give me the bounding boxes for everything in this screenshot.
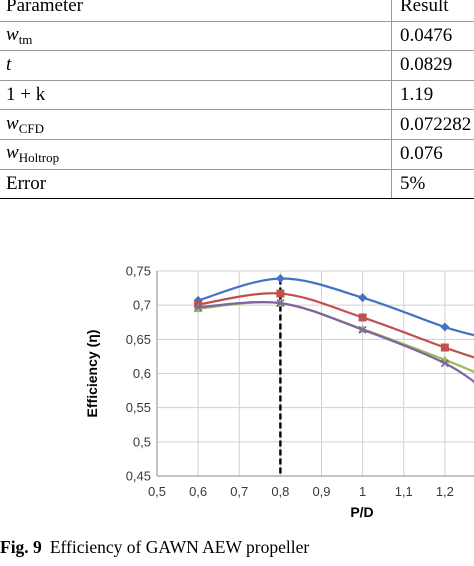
- parameter-table: Parameter Result wtm 0.0476 t 0.0829 1 + k 1.…: [0, 0, 474, 200]
- parameter-symbol: Error: [6, 172, 47, 194]
- data-point-diamond: [440, 322, 450, 332]
- parameter-subscript: Holtrop: [18, 150, 60, 166]
- parameter-subscript: CFD: [18, 120, 44, 136]
- parameter-cell: wHoltrop: [0, 139, 392, 170]
- y-tick-label: 0,6: [133, 366, 151, 381]
- header-parameter: Parameter: [0, 0, 392, 22]
- parameter-subscript: tm: [18, 31, 33, 47]
- data-point-diamond: [275, 274, 285, 284]
- data-point-x: [276, 299, 285, 308]
- table-body: wtm 0.0476 t 0.0829 1 + k 1.19 wCFD 0.072282 wHo…: [0, 21, 474, 200]
- y-axis-title: Efficiency (η): [84, 330, 100, 418]
- x-tick-label: 0,5: [148, 484, 166, 499]
- table-row: t 0.0829: [0, 50, 474, 81]
- data-point-diamond: [358, 293, 368, 303]
- x-tick-label: 0,7: [230, 484, 248, 499]
- parameter-cell: 1 + k: [0, 80, 392, 111]
- x-axis-title: P/D: [350, 504, 373, 520]
- parameter-cell: wCFD: [0, 109, 392, 140]
- parameter-cell: Error: [0, 169, 392, 200]
- y-tick-label: 0,45: [126, 469, 151, 484]
- data-point-x: [440, 359, 449, 368]
- y-tick-label: 0,75: [126, 264, 151, 279]
- figure-caption: Fig. 9 Efficiency of GAWN AEW propeller: [0, 537, 309, 558]
- x-tick-label: 0,6: [189, 484, 207, 499]
- header-result: Result: [391, 0, 474, 22]
- data-point-square: [440, 343, 449, 352]
- result-cell: 1.19: [391, 80, 474, 111]
- y-tick-label: 0,7: [133, 298, 151, 313]
- parameter-cell: t: [0, 50, 392, 81]
- tick-labels: 0,450,50,550,60,650,70,750,5 0,6 0,7 0,8 0,9…: [126, 264, 454, 500]
- parameter-symbol: w: [6, 23, 19, 45]
- parameter-symbol: w: [6, 112, 19, 134]
- table-row: wHoltrop 0.076: [0, 139, 474, 170]
- table-row: 1 + k 1.19: [0, 80, 474, 111]
- table-row: wtm 0.0476: [0, 21, 474, 52]
- table-row: Error 5%: [0, 169, 474, 200]
- data-point-x: [194, 303, 203, 312]
- series-group: [194, 299, 474, 383]
- series-group: [193, 274, 474, 337]
- efficiency-chart: 0,450,50,550,60,650,70,750,5 0,6 0,7 0,8 0,9…: [84, 264, 474, 520]
- result-cell: 5%: [391, 169, 474, 200]
- x-tick-label: 0,8: [271, 484, 289, 499]
- result-cell: 0.076: [391, 139, 474, 170]
- series-group: [193, 298, 474, 373]
- figure-caption-text: Efficiency of GAWN AEW propeller: [49, 537, 310, 557]
- y-tick-label: 0,5: [133, 434, 151, 449]
- x-tick-label: 0,9: [312, 484, 330, 499]
- table-row: wCFD 0.072282: [0, 109, 474, 140]
- data-point-square: [358, 313, 367, 322]
- parameter-symbol: 1 + k: [6, 84, 46, 106]
- table-header-row: Parameter Result: [0, 0, 474, 22]
- series-group: [194, 289, 474, 359]
- y-tick-label: 0,55: [126, 400, 151, 415]
- figure-label: Fig. 9: [0, 537, 42, 557]
- parameter-cell: wtm: [0, 21, 392, 52]
- result-cell: 0.072282: [391, 109, 474, 140]
- parameter-symbol: t: [6, 54, 12, 76]
- series-layer: [193, 274, 474, 383]
- x-tick-label: 1: [359, 484, 366, 499]
- parameter-symbol: w: [6, 142, 19, 164]
- y-tick-label: 0,65: [126, 332, 151, 347]
- data-point-square: [276, 289, 285, 298]
- x-tick-label: 1,1: [395, 484, 413, 499]
- result-cell: 0.0829: [391, 50, 474, 81]
- x-tick-label: 1,2: [436, 484, 454, 499]
- data-point-x: [358, 325, 367, 334]
- result-cell: 0.0476: [391, 21, 474, 52]
